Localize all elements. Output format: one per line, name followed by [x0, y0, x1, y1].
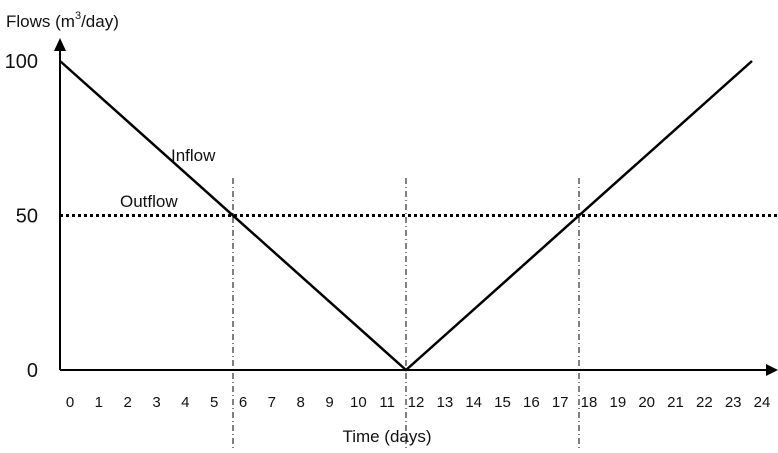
y-axis-title-sup: 3 — [75, 10, 81, 22]
inflow-label: Inflow — [171, 146, 216, 165]
x-tick-label: 4 — [181, 394, 189, 411]
x-tick-label: 9 — [325, 394, 333, 411]
x-tick-label: 1 — [95, 394, 103, 411]
y-axis-title-suffix: /day) — [81, 12, 119, 31]
x-axis-arrow-icon — [766, 364, 778, 376]
x-tick-label: 11 — [379, 394, 395, 411]
x-tick-label: 8 — [296, 394, 304, 411]
x-tick-label: 3 — [152, 394, 160, 411]
x-tick-label: 7 — [268, 394, 276, 411]
x-tick-label: 10 — [350, 394, 367, 411]
x-tick-label: 24 — [754, 394, 771, 411]
reference-lines — [232, 178, 580, 448]
x-tick-label: 13 — [436, 394, 453, 411]
outflow-label: Outflow — [120, 192, 178, 211]
x-tick-label: 21 — [667, 394, 684, 411]
y-axis-arrow-icon — [54, 38, 66, 51]
x-tick-label: 22 — [696, 394, 713, 411]
x-axis-title: Time (days) — [342, 427, 431, 446]
x-tick-label: 23 — [725, 394, 742, 411]
x-tick-label: 5 — [210, 394, 218, 411]
x-tick-label: 14 — [465, 394, 482, 411]
y-tick-label: 0 — [27, 360, 38, 382]
x-tick-label: 12 — [408, 394, 425, 411]
x-tick-label: 15 — [494, 394, 511, 411]
x-tick-label: 18 — [581, 394, 598, 411]
y-tick-label: 50 — [16, 206, 38, 228]
x-tick-label: 17 — [552, 394, 569, 411]
axes — [54, 38, 778, 376]
x-tick-label: 20 — [638, 394, 655, 411]
y-axis-title: Flows (m3/day) — [6, 10, 119, 31]
y-tick-label: 100 — [5, 51, 38, 73]
x-tick-label: 19 — [609, 394, 626, 411]
series-layer — [59, 60, 778, 372]
x-tick-label: 6 — [239, 394, 247, 411]
tick-labels: 0 1 2 3 4 5 6 7 8 9 10 11 12 13 14 15 16 17 18 19 20 21 22 23 24… — [5, 51, 771, 411]
x-tick-label: 0 — [66, 394, 74, 411]
x-tick-label: 16 — [523, 394, 540, 411]
x-tick-label: 2 — [123, 394, 131, 411]
